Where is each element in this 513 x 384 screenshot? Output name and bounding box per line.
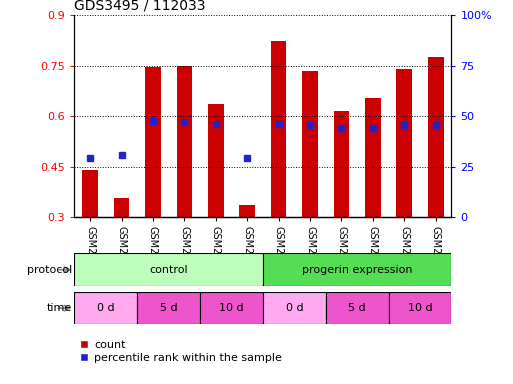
Text: GDS3495 / 112033: GDS3495 / 112033 bbox=[74, 0, 206, 13]
Bar bbox=[333, 111, 349, 217]
Text: 0 d: 0 d bbox=[97, 303, 114, 313]
Text: control: control bbox=[149, 265, 188, 275]
Text: 10 d: 10 d bbox=[219, 303, 244, 313]
Legend: count, percentile rank within the sample: count, percentile rank within the sample bbox=[80, 339, 282, 363]
Text: time: time bbox=[47, 303, 72, 313]
Bar bbox=[114, 199, 129, 217]
Bar bbox=[263, 292, 326, 324]
Text: protocol: protocol bbox=[27, 265, 72, 275]
Bar bbox=[145, 68, 161, 217]
Bar bbox=[302, 71, 318, 217]
Bar bbox=[82, 170, 98, 217]
Bar bbox=[74, 253, 263, 286]
Bar bbox=[137, 292, 200, 324]
Bar bbox=[263, 253, 451, 286]
Bar bbox=[428, 57, 444, 217]
Bar bbox=[389, 292, 451, 324]
Bar bbox=[326, 292, 389, 324]
Bar bbox=[208, 104, 224, 217]
Text: 5 d: 5 d bbox=[348, 303, 366, 313]
Text: 0 d: 0 d bbox=[286, 303, 303, 313]
Bar bbox=[365, 98, 381, 217]
Bar bbox=[397, 69, 412, 217]
Bar bbox=[176, 66, 192, 217]
Bar bbox=[74, 292, 137, 324]
Bar bbox=[271, 41, 286, 217]
Bar bbox=[240, 205, 255, 217]
Text: 5 d: 5 d bbox=[160, 303, 177, 313]
Text: progerin expression: progerin expression bbox=[302, 265, 412, 275]
Text: 10 d: 10 d bbox=[408, 303, 432, 313]
Bar bbox=[200, 292, 263, 324]
